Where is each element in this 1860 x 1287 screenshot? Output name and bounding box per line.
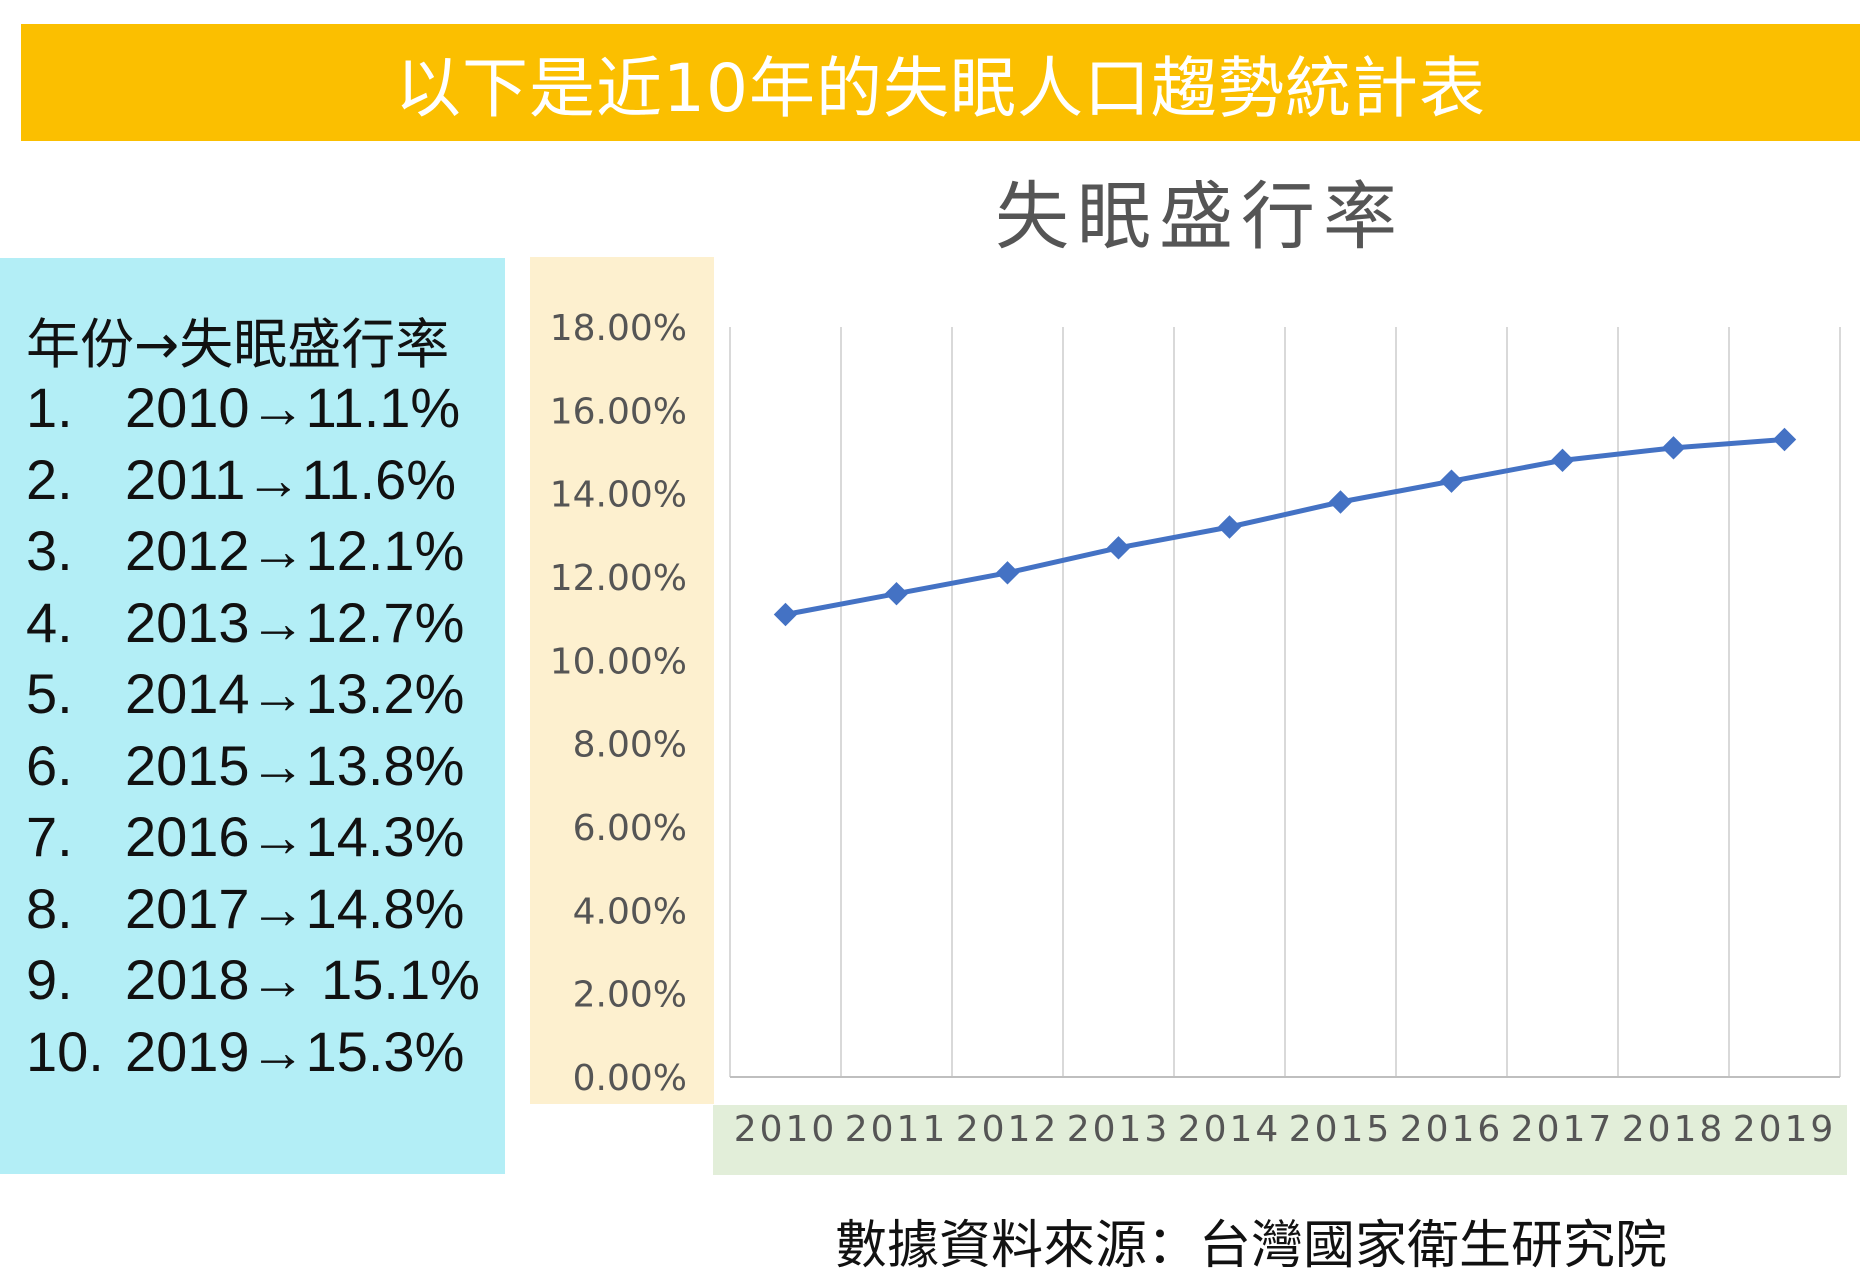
summary-item-number: 5.: [26, 662, 73, 726]
data-point-marker: [1661, 436, 1686, 460]
data-point-marker: [1217, 515, 1242, 539]
x-tick-label: 2014: [1178, 1109, 1282, 1150]
data-summary-panel: [0, 258, 505, 1174]
summary-item-number: 4.: [26, 590, 73, 654]
summary-list-item: 1. 2010→11.1%: [0, 372, 500, 444]
y-tick-label: 0.00%: [573, 1058, 687, 1099]
summary-item-text: 2019→15.3%: [125, 1019, 465, 1083]
y-tick-label: 6.00%: [573, 808, 687, 849]
data-point-marker: [773, 602, 798, 627]
data-point-marker: [1772, 427, 1797, 452]
summary-item-text: 2010→11.1%: [125, 376, 461, 440]
data-point-marker: [1328, 490, 1353, 514]
data-point-marker: [1439, 469, 1464, 493]
summary-item-number: 6.: [26, 733, 73, 797]
x-tick-label: 2017: [1511, 1109, 1615, 1150]
y-tick-label: 18.00%: [550, 308, 687, 349]
x-tick-label: 2018: [1622, 1109, 1726, 1150]
y-tick-label: 8.00%: [573, 725, 687, 766]
summary-heading: 年份→失眠盛行率: [26, 313, 450, 376]
summary-item-text: 2011→11.6%: [125, 447, 457, 511]
data-point-marker: [1106, 536, 1131, 560]
data-source: 數據資料來源：台灣國家衛生研究院: [835, 1215, 1668, 1276]
summary-item-text: 2013→12.7%: [125, 590, 465, 654]
y-tick-label: 14.00%: [550, 475, 687, 516]
banner-title: 以下是近10年的失眠人口趨勢統計表: [395, 49, 1486, 127]
y-tick-label: 4.00%: [573, 891, 687, 932]
summary-list-item: 8. 2017→14.8%: [0, 873, 500, 945]
x-tick-label: 2019: [1733, 1109, 1837, 1150]
summary-list-item: 2. 2011→11.6%: [0, 444, 500, 516]
data-point-marker: [884, 581, 909, 606]
y-tick-label: 2.00%: [573, 975, 687, 1016]
summary-list-item: 3. 2012→12.1%: [0, 515, 500, 587]
summary-list-item: 10. 2019→15.3%: [0, 1016, 500, 1088]
y-axis-band: [530, 257, 714, 1104]
y-tick-label: 12.00%: [550, 558, 687, 599]
summary-item-text: 2012→12.1%: [125, 519, 465, 583]
summary-item-number: 3.: [26, 519, 73, 583]
summary-item-number: 1.: [26, 376, 73, 440]
summary-item-text: 2016→14.3%: [125, 805, 465, 869]
y-tick-label: 10.00%: [550, 641, 687, 682]
series-line: [785, 437, 1785, 617]
summary-item-number: 2.: [26, 447, 73, 511]
chart-title: 失眠盛行率: [995, 173, 1405, 260]
data-point-marker: [995, 561, 1020, 585]
summary-item-text: 2014→13.2%: [125, 662, 465, 726]
summary-list: 1. 2010→11.1% 2. 2011→11.6% 3. 2012→12.1% 4. 20…: [0, 372, 500, 1087]
summary-list-item: 9. 2018→ 15.1%: [0, 944, 500, 1016]
summary-item-text: 2015→13.8%: [125, 733, 465, 797]
x-axis-band: [713, 1105, 1847, 1175]
x-tick-label: 2016: [1400, 1109, 1504, 1150]
summary-item-number: 7.: [26, 805, 73, 869]
summary-list-item: 5. 2014→13.2%: [0, 658, 500, 730]
summary-item-number: 9.: [26, 948, 73, 1012]
x-tick-label: 2011: [845, 1109, 949, 1150]
x-tick-label: 2010: [734, 1109, 838, 1150]
data-point-marker: [1550, 448, 1575, 473]
page-banner: 以下是近10年的失眠人口趨勢統計表: [21, 24, 1860, 141]
summary-list-item: 7. 2016→14.3%: [0, 801, 500, 873]
x-tick-label: 2013: [1067, 1109, 1171, 1150]
summary-list-item: 6. 2015→13.8%: [0, 730, 500, 802]
y-tick-label: 16.00%: [550, 391, 687, 432]
summary-list-item: 4. 2013→12.7%: [0, 587, 500, 659]
summary-item-number: 10.: [26, 1019, 104, 1083]
x-tick-label: 2012: [956, 1109, 1060, 1150]
summary-item-number: 8.: [26, 876, 73, 940]
x-tick-label: 2015: [1289, 1109, 1393, 1150]
summary-item-text: 2018→ 15.1%: [125, 948, 480, 1012]
summary-item-text: 2017→14.8%: [125, 876, 465, 940]
